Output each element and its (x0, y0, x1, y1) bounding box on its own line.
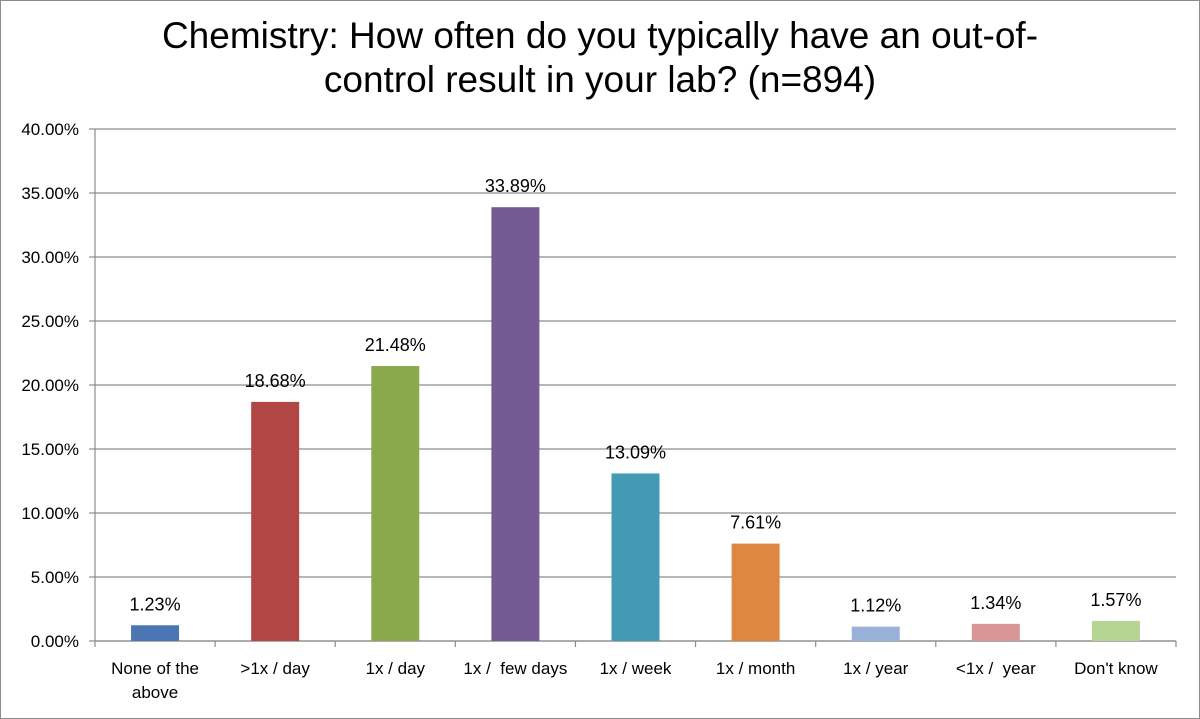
bar (1091, 620, 1140, 641)
x-tick-label: 1x / day (366, 659, 426, 678)
bar (491, 207, 540, 641)
bar (131, 625, 180, 641)
y-tick-label: 10.00% (21, 504, 79, 523)
bar (851, 626, 900, 641)
x-tick-label: 1x / month (716, 659, 795, 678)
y-tick-label: 5.00% (31, 568, 79, 587)
y-tick-label: 35.00% (21, 184, 79, 203)
x-tick-label: <1x / year (956, 659, 1036, 678)
data-label: 1.12% (850, 596, 901, 616)
x-tick-label: 1x / few days (463, 659, 567, 678)
y-tick-label: 15.00% (21, 440, 79, 459)
y-tick-label: 0.00% (31, 632, 79, 651)
chart-title-line-2: control result in your lab? (n=894) (323, 59, 877, 100)
bar (731, 543, 780, 641)
x-tick-label: 1x / week (600, 659, 672, 678)
data-label: 13.09% (605, 442, 666, 462)
chart-title: Chemistry: How often do you typically ha… (150, 14, 1050, 102)
y-tick-label: 30.00% (21, 248, 79, 267)
x-tick-label: above (132, 683, 178, 702)
x-tick-label: >1x / day (240, 659, 310, 678)
y-tick-label: 40.00% (21, 120, 79, 139)
y-tick-label: 25.00% (21, 312, 79, 331)
data-label: 33.89% (485, 176, 546, 196)
data-label: 1.57% (1090, 590, 1141, 610)
x-tick-label: Don't know (1074, 659, 1158, 678)
bar (611, 473, 660, 641)
x-tick-label: 1x / year (843, 659, 909, 678)
y-tick-label: 20.00% (21, 376, 79, 395)
bar (251, 401, 300, 641)
data-label: 21.48% (365, 335, 426, 355)
bar (371, 366, 420, 641)
chart-title-line-1: Chemistry: How often do you typically ha… (161, 15, 1039, 56)
bar (971, 623, 1020, 641)
data-label: 1.34% (970, 593, 1021, 613)
x-tick-label: None of the (111, 659, 199, 678)
data-label: 1.23% (130, 594, 181, 614)
data-label: 7.61% (730, 513, 781, 533)
data-label: 18.68% (245, 371, 306, 391)
